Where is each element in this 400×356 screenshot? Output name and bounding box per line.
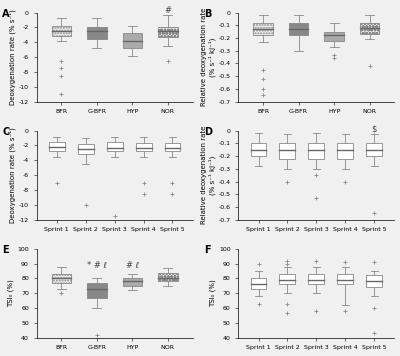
Bar	[280, 274, 296, 284]
Bar	[107, 142, 122, 151]
Bar	[78, 144, 94, 155]
Y-axis label: Deoxygenation rate (% s⁻¹): Deoxygenation rate (% s⁻¹)	[8, 127, 16, 223]
Bar	[253, 23, 273, 36]
Bar	[52, 26, 71, 36]
Text: $: $	[372, 124, 377, 133]
Bar	[52, 274, 71, 283]
Bar	[280, 143, 296, 159]
Text: E: E	[2, 245, 9, 255]
Text: F: F	[204, 245, 210, 255]
Bar	[49, 142, 65, 151]
Bar	[158, 272, 178, 281]
Text: * # ℓ: * # ℓ	[87, 261, 107, 269]
Text: C: C	[2, 127, 10, 137]
Bar	[87, 283, 107, 298]
Bar	[366, 276, 382, 287]
Y-axis label: TSI₀ (%): TSI₀ (%)	[210, 279, 216, 307]
Bar	[164, 142, 180, 151]
Text: #: #	[164, 6, 171, 15]
Text: B: B	[204, 9, 211, 19]
Text: A: A	[2, 9, 10, 19]
Bar	[158, 27, 178, 37]
Bar	[123, 33, 142, 48]
Text: # ℓ: # ℓ	[126, 261, 139, 269]
Y-axis label: Relative deoxygenation rate
(% s⁻¹ kJ⁻¹): Relative deoxygenation rate (% s⁻¹ kJ⁻¹)	[201, 8, 216, 106]
Bar	[366, 143, 382, 156]
Bar	[87, 27, 107, 38]
Bar	[308, 274, 324, 284]
Bar	[360, 23, 379, 34]
Bar	[337, 143, 353, 159]
Bar	[250, 143, 266, 156]
Y-axis label: Relative deoxygenation rate
(% s⁻¹ kJ⁻¹): Relative deoxygenation rate (% s⁻¹ kJ⁻¹)	[201, 126, 216, 224]
Y-axis label: Deoxygenation rate (% s⁻¹): Deoxygenation rate (% s⁻¹)	[8, 9, 16, 105]
Y-axis label: TSI₀ (%): TSI₀ (%)	[8, 279, 14, 307]
Bar	[136, 143, 152, 151]
Text: D: D	[204, 127, 212, 137]
Bar	[308, 143, 324, 159]
Bar	[123, 278, 142, 286]
Bar	[250, 278, 266, 289]
Bar	[324, 32, 344, 41]
Bar	[337, 274, 353, 284]
Bar	[289, 23, 308, 36]
